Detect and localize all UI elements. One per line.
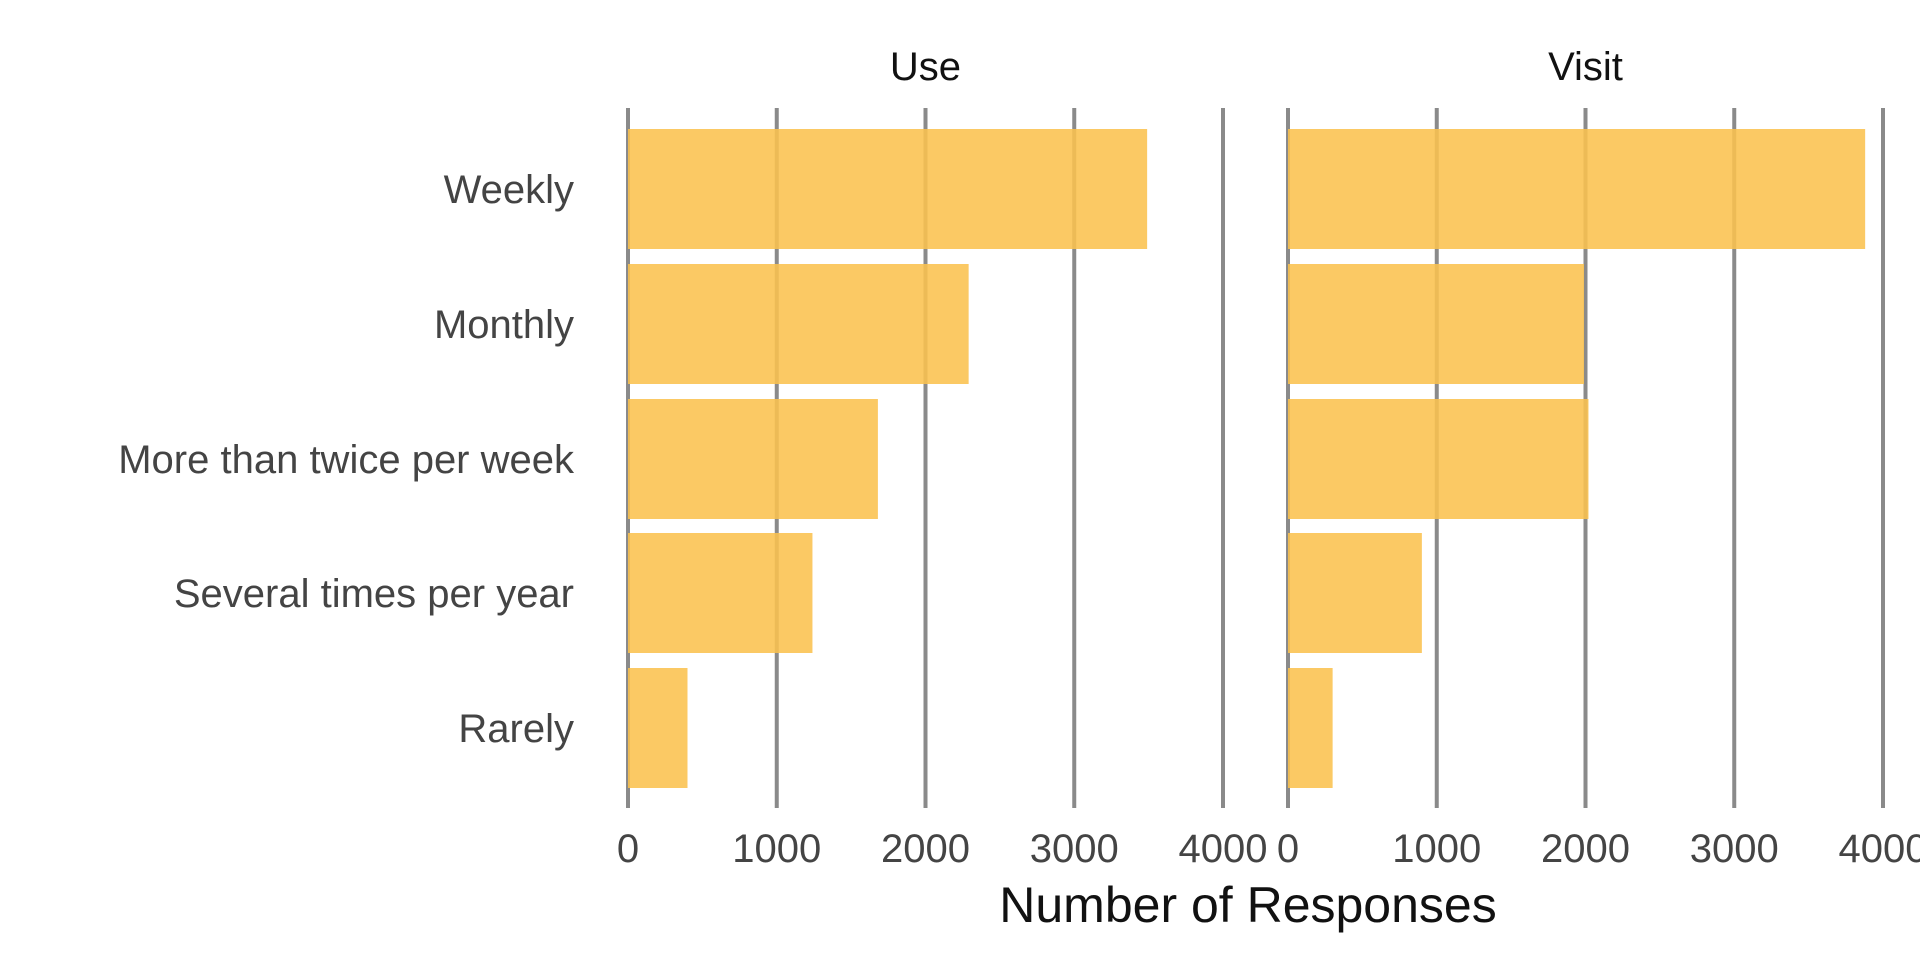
tick-label-use-1: 1000 (732, 827, 821, 871)
panel-visit: Visit 0 1000 2000 3000 4000 (1277, 45, 1920, 871)
tick-label-visit-2: 2000 (1541, 827, 1630, 871)
bar-visit-weekly (1288, 129, 1866, 249)
tick-label-use-4: 4000 (1179, 827, 1268, 871)
tick-label-visit-3: 3000 (1690, 827, 1779, 871)
x-axis-title: Number of Responses (999, 877, 1496, 933)
category-label-several-times-per-year: Several times per year (174, 572, 574, 616)
bar-visit-monthly (1288, 264, 1585, 384)
bar-use-monthly (628, 264, 969, 384)
category-labels: Weekly Monthly More than twice per week Sev… (118, 168, 575, 751)
tick-label-use-2: 2000 (881, 827, 970, 871)
category-label-monthly: Monthly (434, 303, 574, 347)
bar-use-several-times-per-year (628, 533, 813, 653)
tick-label-visit-0: 0 (1277, 827, 1299, 871)
tick-label-visit-1: 1000 (1392, 827, 1481, 871)
bar-visit-several-times-per-year (1288, 533, 1422, 653)
category-label-more-than-twice-per-week: More than twice per week (118, 438, 575, 482)
tick-label-use-3: 3000 (1030, 827, 1119, 871)
category-label-weekly: Weekly (444, 168, 574, 212)
bar-use-weekly (628, 129, 1148, 249)
facet-title-visit: Visit (1548, 45, 1623, 89)
tick-label-use-0: 0 (617, 827, 639, 871)
bar-visit-rarely (1288, 668, 1333, 788)
tick-label-visit-4: 4000 (1839, 827, 1920, 871)
bar-visit-more-than-twice-per-week (1288, 399, 1589, 519)
facet-title-use: Use (890, 45, 961, 89)
panel-use: Use 0 1000 2000 3000 4000 (617, 45, 1268, 871)
bar-use-rarely (628, 668, 688, 788)
bar-use-more-than-twice-per-week (628, 399, 878, 519)
category-label-rarely: Rarely (458, 707, 574, 751)
